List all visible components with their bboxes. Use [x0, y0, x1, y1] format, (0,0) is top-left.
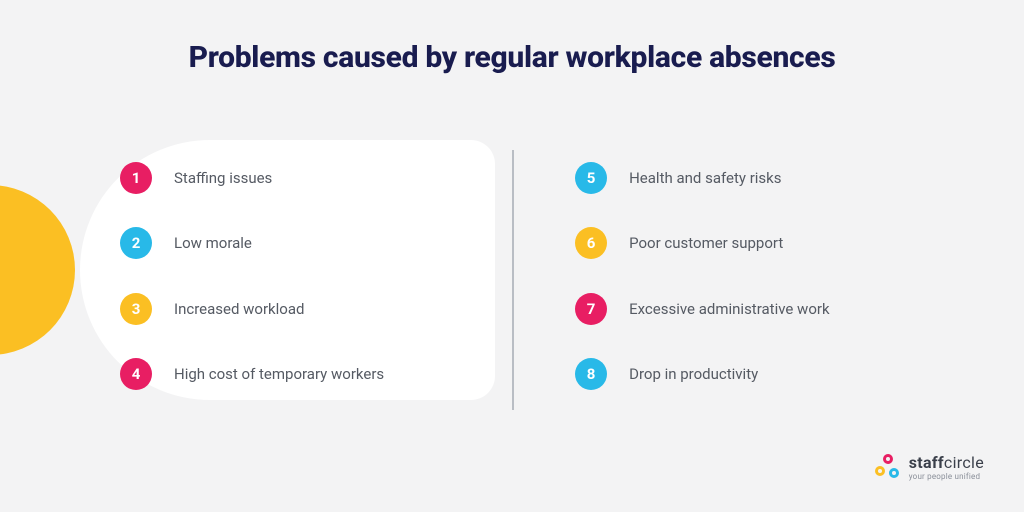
list-item: 8 Drop in productivity — [575, 358, 954, 390]
logo-name-rest: circle — [944, 453, 984, 472]
brand-logo: staffcircle your people unified — [875, 454, 984, 482]
item-label: Drop in productivity — [629, 365, 758, 383]
number-badge: 5 — [575, 162, 607, 194]
number-badge: 6 — [575, 227, 607, 259]
item-label: High cost of temporary workers — [174, 365, 384, 383]
logo-tagline: your people unified — [909, 473, 984, 481]
item-label: Excessive administrative work — [629, 300, 829, 318]
list-item: 2 Low morale — [120, 227, 515, 259]
item-label: Low morale — [174, 234, 252, 252]
logo-text: staffcircle your people unified — [909, 455, 984, 481]
list-item: 4 High cost of temporary workers — [120, 358, 515, 390]
logo-icon — [875, 454, 903, 482]
number-badge: 1 — [120, 162, 152, 194]
number-badge: 2 — [120, 227, 152, 259]
logo-ring-1 — [883, 454, 893, 464]
logo-ring-3 — [889, 468, 899, 478]
logo-name-bold: staff — [909, 453, 944, 472]
content-columns: 1 Staffing issues 2 Low morale 3 Increas… — [110, 150, 954, 402]
item-label: Health and safety risks — [629, 169, 781, 187]
logo-ring-2 — [875, 466, 885, 476]
column-right: 5 Health and safety risks 6 Poor custome… — [515, 150, 954, 402]
decor-circle-left — [0, 185, 75, 355]
list-item: 7 Excessive administrative work — [575, 293, 954, 325]
infographic-canvas: Problems caused by regular workplace abs… — [0, 0, 1024, 512]
column-left: 1 Staffing issues 2 Low morale 3 Increas… — [110, 150, 515, 402]
logo-name: staffcircle — [909, 455, 984, 471]
number-badge: 8 — [575, 358, 607, 390]
number-badge: 7 — [575, 293, 607, 325]
number-badge: 3 — [120, 293, 152, 325]
item-label: Poor customer support — [629, 234, 783, 252]
list-item: 5 Health and safety risks — [575, 162, 954, 194]
list-item: 3 Increased workload — [120, 293, 515, 325]
infographic-title: Problems caused by regular workplace abs… — [0, 40, 1024, 75]
number-badge: 4 — [120, 358, 152, 390]
item-label: Staffing issues — [174, 169, 272, 187]
list-item: 1 Staffing issues — [120, 162, 515, 194]
list-item: 6 Poor customer support — [575, 227, 954, 259]
item-label: Increased workload — [174, 300, 304, 318]
